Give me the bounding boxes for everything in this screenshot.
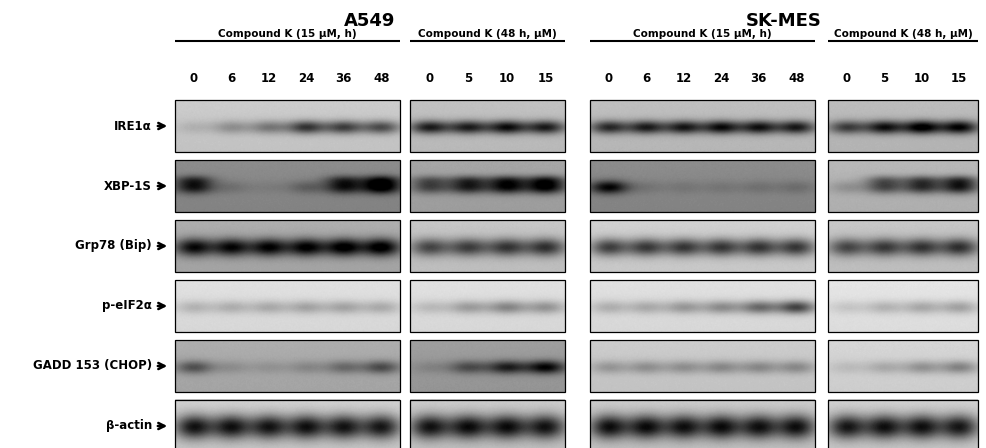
Text: 12: 12 [260,72,277,85]
Text: 5: 5 [880,72,888,85]
Text: 10: 10 [499,72,515,85]
Bar [175,340,400,392]
Bar [590,100,815,152]
Text: 15: 15 [537,72,554,85]
Bar [590,160,815,212]
Bar [175,160,400,212]
Text: 36: 36 [335,72,352,85]
Text: Compound K (48 h, μM): Compound K (48 h, μM) [833,29,972,39]
Text: XBP-1S: XBP-1S [105,180,152,193]
Text: β-actin: β-actin [106,419,152,432]
Text: Compound K (15 μM, h): Compound K (15 μM, h) [218,29,357,39]
Text: SK-MES: SK-MES [746,12,822,30]
Text: 36: 36 [750,72,767,85]
Bar [590,280,815,332]
Bar [828,220,978,272]
Text: 24: 24 [713,72,730,85]
Bar [590,340,815,392]
Bar [410,100,565,152]
Text: A549: A549 [344,12,395,30]
Text: GADD 153 (CHOP): GADD 153 (CHOP) [33,359,152,372]
Bar [828,340,978,392]
Text: 0: 0 [843,72,851,85]
Text: Compound K (15 μM, h): Compound K (15 μM, h) [633,29,772,39]
Text: 6: 6 [227,72,236,85]
Text: 15: 15 [951,72,967,85]
Bar [410,220,565,272]
Text: 10: 10 [914,72,930,85]
Text: p-eIF2α: p-eIF2α [103,300,152,313]
Bar [828,400,978,448]
Text: Grp78 (Bip): Grp78 (Bip) [75,240,152,253]
Bar [410,280,565,332]
Bar [175,100,400,152]
Bar [828,280,978,332]
Bar [590,400,815,448]
Text: IRE1α: IRE1α [114,120,152,133]
Text: 6: 6 [642,72,651,85]
Bar [828,160,978,212]
Bar [175,400,400,448]
Text: 0: 0 [604,72,613,85]
Text: 0: 0 [189,72,198,85]
Bar [410,340,565,392]
Text: 24: 24 [298,72,315,85]
Bar [590,220,815,272]
Bar [410,160,565,212]
Text: 48: 48 [788,72,805,85]
Text: 5: 5 [464,72,472,85]
Text: Compound K (48 h, μM): Compound K (48 h, μM) [418,29,557,39]
Bar [410,400,565,448]
Bar [175,280,400,332]
Text: 0: 0 [425,72,434,85]
Bar [828,100,978,152]
Text: 48: 48 [373,72,389,85]
Text: 12: 12 [675,72,692,85]
Bar [175,220,400,272]
